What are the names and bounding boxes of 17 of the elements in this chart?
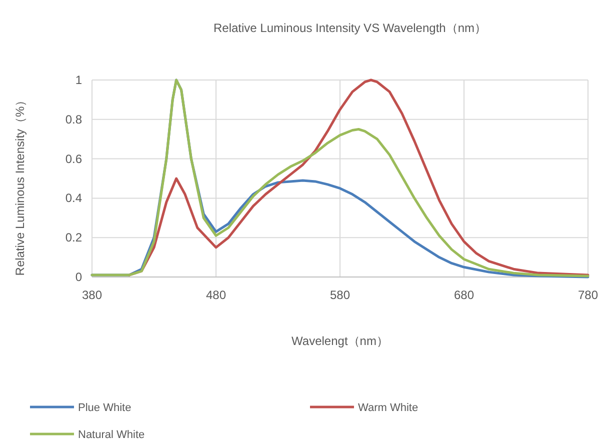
y-tick-label: 0.4 (65, 191, 82, 206)
x-tick-label: 780 (578, 288, 598, 302)
x-tick-label: 580 (330, 288, 350, 302)
chart-title: Relative Luminous Intensity VS Wavelength（nm） (213, 21, 487, 35)
x-tick-label: 480 (206, 288, 226, 302)
y-axis-title: Relative Luminous Intensity（%） (13, 94, 27, 276)
legend-label: Warm White (358, 402, 418, 414)
x-tick-label: 380 (82, 288, 102, 302)
y-tick-label: 0 (75, 270, 82, 284)
legend-label: Natural White (78, 429, 145, 441)
y-tick-label: 0.6 (65, 152, 82, 166)
legend-label: Plue White (78, 402, 132, 414)
x-tick-label: 680 (454, 288, 474, 302)
y-tick-label: 0.2 (65, 230, 82, 245)
y-tick-label: 0.8 (65, 112, 82, 126)
x-axis-title: Wavelengt（nm） (292, 334, 388, 348)
y-tick-label: 1 (75, 73, 82, 87)
